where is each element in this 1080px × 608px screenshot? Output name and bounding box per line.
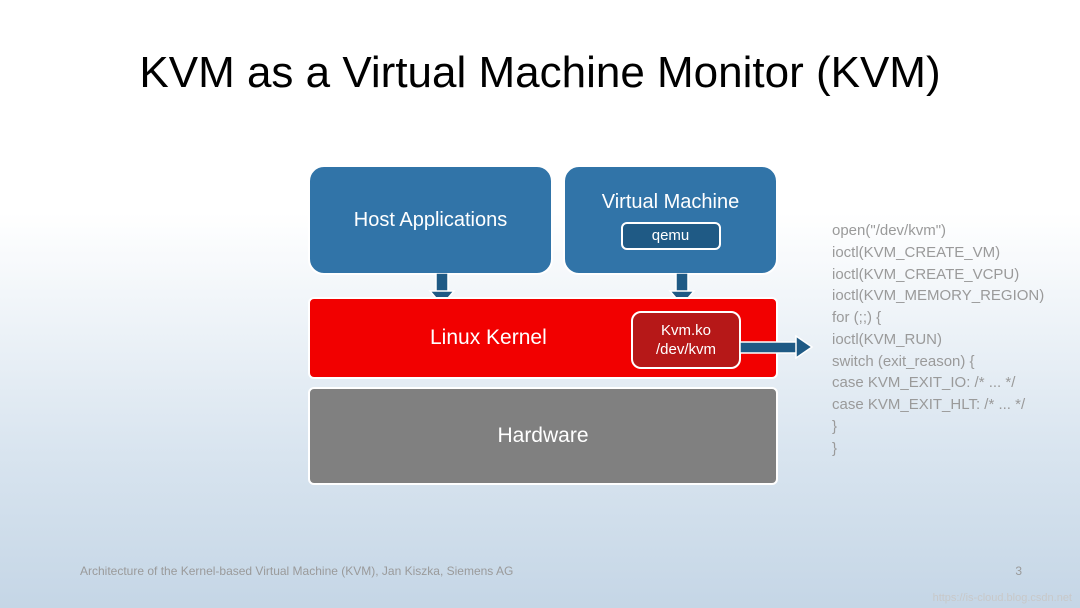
code-line: open("/dev/kvm"): [832, 220, 1044, 242]
code-line: ioctl(KVM_CREATE_VCPU): [832, 264, 1044, 286]
code-line: ioctl(KVM_RUN): [832, 329, 1044, 351]
watermark: https://is-cloud.blog.csdn.net: [933, 592, 1072, 604]
code-snippet: open("/dev/kvm") ioctl(KVM_CREATE_VM) io…: [832, 220, 1044, 459]
code-line: case KVM_EXIT_HLT: /* ... */: [832, 394, 1044, 416]
code-line: ioctl(KVM_MEMORY_REGION): [832, 285, 1044, 307]
code-line: for (;;) {: [832, 307, 1044, 329]
slide-title: KVM as a Virtual Machine Monitor (KVM): [0, 0, 1080, 98]
qemu-box: qemu: [621, 222, 721, 250]
code-line: }: [832, 416, 1044, 438]
code-line: switch (exit_reason) {: [832, 351, 1044, 373]
virtual-machine-box: Virtual Machine qemu: [563, 165, 778, 275]
kvm-ko-line1: Kvm.ko: [661, 321, 711, 341]
slide-number: 3: [1015, 564, 1022, 578]
arrow-kvm-to-code: [740, 333, 815, 361]
vm-label: Virtual Machine: [602, 191, 739, 214]
code-line: }: [832, 438, 1044, 460]
code-line: ioctl(KVM_CREATE_VM): [832, 242, 1044, 264]
kernel-label: Linux Kernel: [430, 326, 547, 350]
host-applications-box: Host Applications: [308, 165, 553, 275]
kvm-ko-line2: /dev/kvm: [656, 340, 716, 360]
linux-kernel-box: Linux Kernel Kvm.ko /dev/kvm: [308, 297, 778, 379]
kvm-ko-box: Kvm.ko /dev/kvm: [631, 311, 741, 369]
hardware-box: Hardware: [308, 387, 778, 485]
footer-citation: Architecture of the Kernel-based Virtual…: [80, 564, 513, 578]
code-line: case KVM_EXIT_IO: /* ... */: [832, 372, 1044, 394]
diagram: Host Applications Virtual Machine qemu L…: [308, 165, 778, 485]
top-row: Host Applications Virtual Machine qemu: [308, 165, 778, 275]
